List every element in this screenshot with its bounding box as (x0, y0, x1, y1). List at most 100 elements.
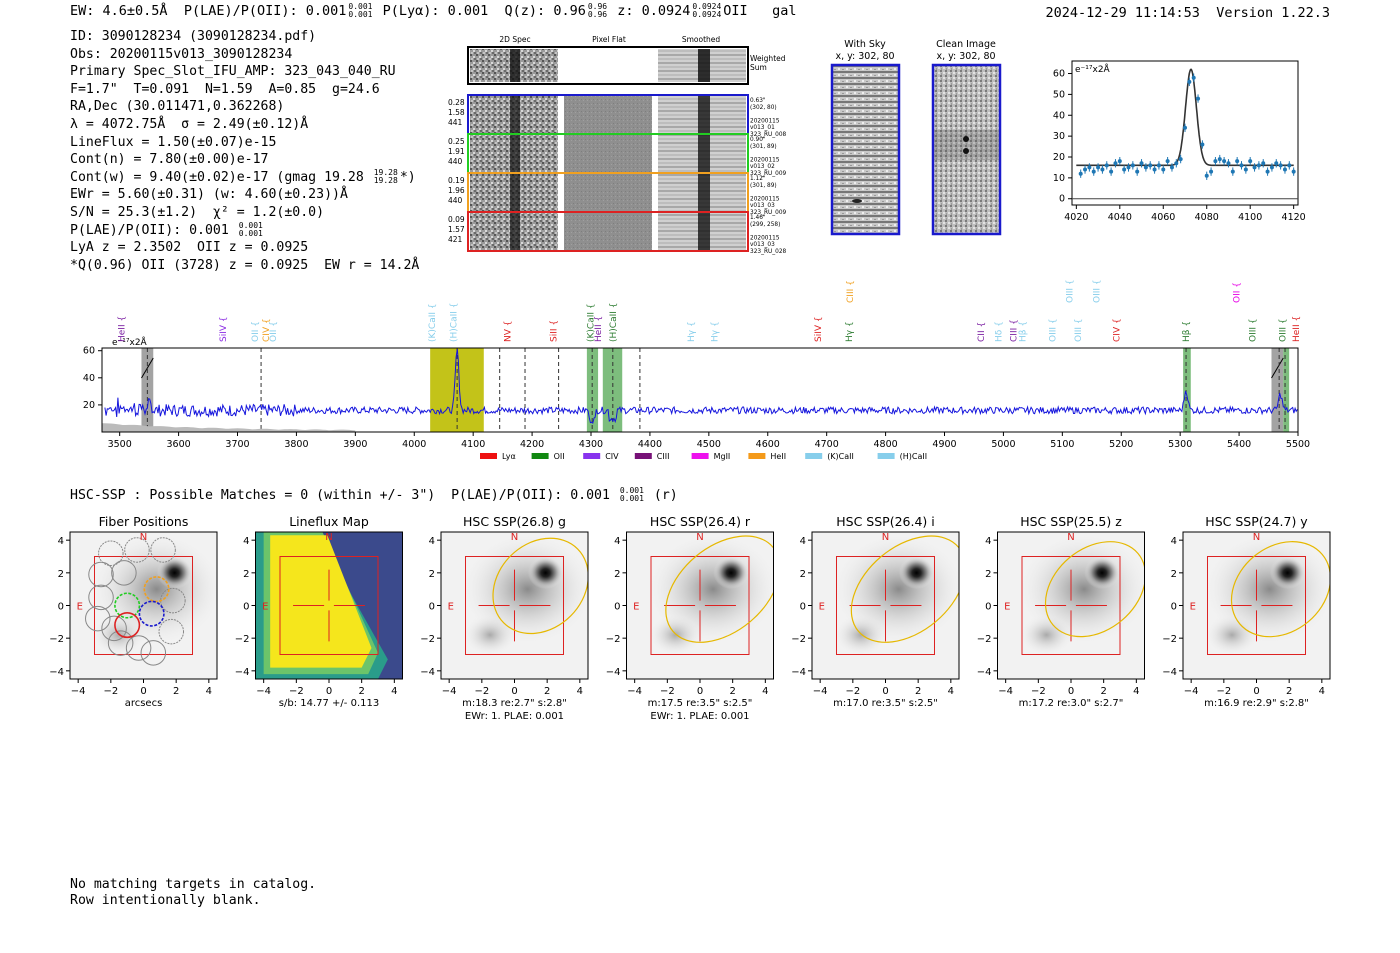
cutout-row-meta: 0.90" (750, 137, 766, 143)
spectrum-legend-swatch (691, 453, 709, 459)
spectrum-line-label: HeII { (594, 316, 604, 342)
panel-ytick-label: −2 (1162, 634, 1177, 645)
cutout-row-meta: (299, 258) (750, 222, 780, 228)
fit-point (1083, 167, 1088, 172)
cutout-row-metric: 0.19 (448, 176, 465, 185)
spectrum-xtick-label: 4300 (579, 439, 603, 450)
panel-content (997, 532, 1145, 679)
info-lya: LyA z = 2.3502 OII z = 0.0925 (70, 240, 309, 256)
spectrum-line-label: Hδ { (995, 321, 1005, 342)
panel-xtick-label: −2 (474, 686, 489, 697)
cutout-row-metric: 1.91 (448, 147, 465, 156)
fit-point (1117, 159, 1122, 164)
panel-content (70, 532, 217, 679)
cutout-row-meta: 1.46" (750, 215, 766, 221)
imaging-panel: N E −4 −4 −2 −2 0 0 2 2 4 4 Fiber Positions arcsecs (50, 514, 218, 709)
spectrum-xtick-label: 4900 (932, 439, 956, 450)
fit-point (1274, 161, 1279, 166)
fit-ytick-label: 40 (1053, 110, 1065, 121)
fit-point (1096, 165, 1101, 170)
spectrum-line-label: NV { (503, 321, 513, 342)
bright-source (898, 556, 935, 590)
spectrum-legend-label: Lyα (502, 452, 516, 461)
fit-point (1113, 161, 1118, 166)
panel-title: HSC SSP(24.7) y (1205, 514, 1308, 529)
cutout-pixelflat (564, 213, 652, 250)
imaging-panel: N E −4 −4 −2 −2 0 0 2 2 4 4 Lineflux Map s/b: 14.77 +… (235, 514, 403, 709)
fiber-highlight (114, 592, 141, 619)
spectrum-legend-label: (H)CaII (900, 452, 927, 461)
header-timestamp: 2024-12-29 11:14:53 Version 1.22.3 (1046, 5, 1331, 21)
fit-point (1243, 167, 1248, 172)
spectrum-line-label: HeII { (1292, 316, 1302, 342)
panel-xtick-label: 2 (544, 686, 550, 697)
panel-xtick-label: 4 (577, 686, 583, 697)
spectrum-sky-fill (102, 423, 356, 432)
spectrum-band-green (1183, 348, 1191, 432)
panel-xlabel: m:17.5 re:3.5" s:2.5" (648, 698, 753, 709)
spectrum-xtick-label: 4800 (873, 439, 897, 450)
cutout-row-meta: (301, 89) (750, 183, 777, 189)
compass-e: E (819, 602, 825, 613)
panel-xtick-label: 0 (140, 686, 146, 697)
cutout-row-meta: 0.63" (750, 98, 766, 104)
fit-point (1287, 163, 1292, 168)
fit-unit-label: e⁻¹⁷x2Å (1075, 63, 1111, 75)
spectrum-legend-swatch (634, 453, 652, 459)
spectrum-hatch (1271, 357, 1284, 379)
spectrum-legend-label: HeII (770, 452, 786, 461)
spectrum-line-label: SiIV { (219, 316, 229, 342)
cutout-row-frame (467, 211, 749, 252)
panel-ytick-label: −2 (235, 634, 250, 645)
cutout-row-meta: 20200115 (750, 235, 780, 241)
fit-point (1087, 165, 1092, 170)
spectrum-ytick-label: 40 (83, 373, 95, 384)
fit-point (1282, 167, 1287, 172)
cutout-row-meta: v013_02 (750, 164, 775, 170)
info-plae: P(LAE)/P(OII): 0.001 0.001 0.001 (70, 220, 263, 238)
panel-ytick-label: 0 (1171, 602, 1177, 613)
compass-n: N (696, 532, 703, 543)
panel-ytick-label: −2 (420, 634, 435, 645)
version: Version 1.22.3 (1216, 5, 1330, 21)
cutout-row-metric: 0.28 (448, 98, 465, 107)
fit-ytick-label: 0 (1059, 194, 1065, 205)
panel-ytick-label: −2 (791, 634, 806, 645)
panel-ytick-label: −4 (50, 667, 64, 678)
with-sky-image (830, 63, 901, 236)
spectrum-axes-frame (101, 347, 1299, 433)
spectra-cutouts: 2D Spec Pixel Flat Smoothed Weighted Sum… (448, 35, 787, 255)
spectrum-ytick-label: 60 (83, 346, 95, 357)
spectrum-line-label: OIII { (1279, 318, 1289, 342)
fit-point (1261, 161, 1266, 166)
info-contw: Cont(w) = 9.40(±0.02)e-17 (gmag 19.28 19… (70, 167, 416, 185)
fit-point (1209, 169, 1214, 174)
detection-info: ID: 3090128234 (3090128234.pdf) Obs: 202… (70, 28, 419, 274)
fit-point (1078, 171, 1083, 176)
spectrum-legend-label: CIII (657, 452, 670, 461)
fiber-circle (107, 630, 134, 656)
plae-value: P(LAE)/P(OII): 0.001 (183, 3, 347, 19)
spectrum-legend-label: (K)CaII (827, 452, 854, 461)
fiber-circle (88, 561, 114, 588)
spectrum-line-label: OIII { (1048, 318, 1058, 342)
panel-xtick-label: −4 (627, 686, 642, 697)
cutout-row-metric: 1.57 (448, 225, 465, 234)
fit-point (1196, 96, 1201, 101)
fit-point (1187, 79, 1192, 84)
panel-xtick-label: −4 (813, 686, 828, 697)
fit-point (1165, 159, 1170, 164)
spectrum-xtick-label: 3800 (284, 439, 308, 450)
cutout-row-meta: 20200115 (750, 118, 780, 124)
cutout-row-meta: 323_RU_009 (750, 171, 787, 177)
panel-ytick-label: −4 (1162, 667, 1177, 678)
footer-line-1: No matching targets in catalog. (70, 877, 317, 892)
cutout-row-meta: 1.12" (750, 176, 766, 182)
panel-xtick-label: 0 (1068, 686, 1074, 697)
panel-xlabel: m:17.2 re:3.0" s:2.7" (1019, 698, 1124, 709)
cutout-2dspec-trace (510, 135, 520, 172)
panel-ytick-label: 4 (800, 536, 806, 547)
with-sky-coords: x, y: 302, 80 (835, 51, 894, 62)
plae-range: 0.001 0.001 (348, 2, 373, 19)
spectrum-xtick-label: 5200 (1109, 439, 1133, 450)
